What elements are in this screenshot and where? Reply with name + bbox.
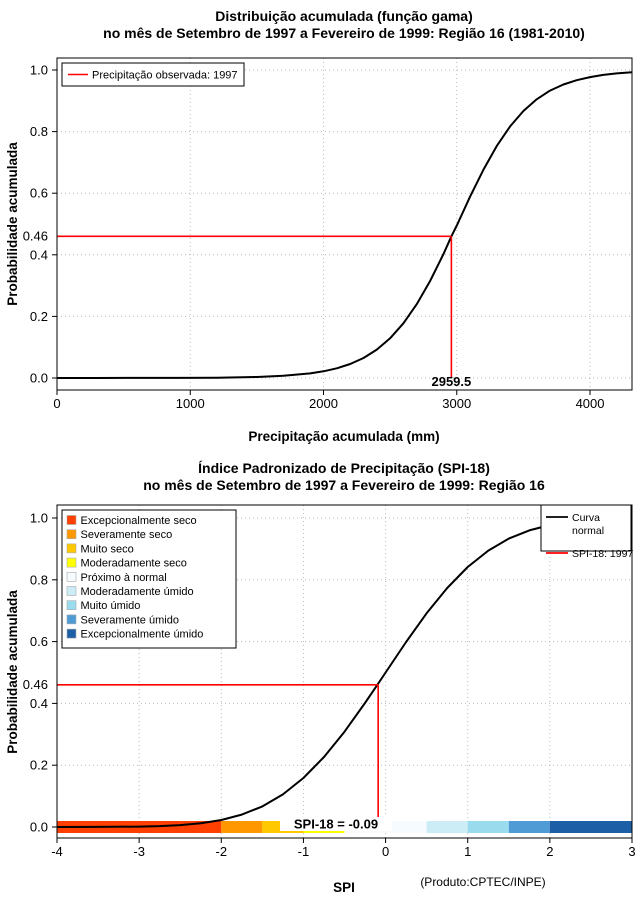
spi-value-annotation: SPI-18 = -0.09: [294, 817, 378, 832]
category-color-swatch: [66, 628, 77, 639]
category-color-swatch: [66, 557, 77, 568]
spi-chart-subtitle: no mês de Setembro de 1997 a Fevereiro d…: [143, 477, 545, 493]
reference-lines: 0.46 2959.5: [23, 228, 472, 389]
y-tick-label: 0.0: [30, 371, 48, 386]
y-tick-label: 0.6: [30, 634, 48, 649]
category-color-swatch: [66, 572, 77, 582]
annotation-backdrop: [280, 817, 392, 831]
x-axis: -4 -3 -2 -1 0 1 2 3: [51, 838, 636, 859]
category-label: Excepcionalmente seco: [81, 515, 197, 527]
colorbar-segment: [426, 821, 468, 833]
reference-probability-label: 0.46: [23, 677, 48, 692]
gamma-distribution-chart: 0.46 2959.5 0 1000 2000 3000 4000 0.0 0.2 0.4 0.6 0…: [5, 8, 633, 444]
x-axis: 0 1000 2000 3000 4000: [53, 390, 604, 411]
category-label: Excepcionalmente úmido: [81, 629, 204, 641]
spi-x-axis-label: SPI: [333, 880, 355, 895]
gamma-chart-title: Distribuição acumulada (função gama): [215, 8, 473, 24]
colorbar-segment: [467, 821, 509, 833]
plot1-cdf-curve-0: [56, 517, 633, 828]
x-tick-label: -3: [133, 844, 145, 859]
plot-border: [56, 57, 633, 391]
observed-legend: Precipitação observada: 1997: [61, 62, 245, 87]
y-tick-label: 0.4: [30, 247, 48, 262]
x-tick-label: -1: [298, 844, 310, 859]
legend-label: SPI-18: 1997: [572, 548, 633, 560]
x-tick-label: -2: [216, 844, 228, 859]
category-label: Severamente úmido: [81, 614, 179, 626]
category-label: Moderadamente seco: [81, 558, 187, 570]
category-color-swatch: [66, 543, 77, 554]
spi-chart-title: Índice Padronizado de Precipitação (SPI-…: [198, 460, 490, 476]
y-axis: 0.0 0.2 0.4 0.6 0.8 1.0: [30, 63, 57, 386]
colorbar-segment: [508, 821, 550, 833]
legend-label: normal: [572, 525, 604, 537]
y-tick-label: 0.2: [30, 309, 48, 324]
x-tick-label: 0: [382, 844, 389, 859]
spi-category-legend: Excepcionalmente seco Severamente seco Mui…: [61, 509, 237, 649]
gamma-x-axis-label: Precipitação acumulada (mm): [248, 429, 439, 444]
spi-chart: 0.46 SPI-18 = -0.09 -4 -3 -2 -1 0 1 2 3 0.0 0.2 0.4 0…: [0, 455, 640, 900]
x-tick-label: 4000: [576, 396, 605, 411]
gamma-chart-subtitle: no mês de Setembro de 1997 a Fevereiro d…: [103, 25, 585, 41]
product-credit: (Produto:CPTEC/INPE): [420, 875, 545, 889]
reference-precipitation-label: 2959.5: [431, 374, 471, 389]
legend-label: Precipitação observada: 1997: [92, 69, 238, 81]
x-tick-label: 3000: [442, 396, 471, 411]
category-color-swatch: [66, 515, 77, 525]
x-tick-label: 3: [628, 844, 635, 859]
colorbar-segment: [221, 821, 263, 833]
category-label: Muito seco: [81, 543, 134, 555]
y-tick-label: 0.2: [30, 758, 48, 773]
reference-probability-label: 0.46: [23, 228, 48, 243]
legend-label: Curva: [572, 512, 600, 524]
x-tick-label: -4: [51, 844, 63, 859]
colorbar-segment: [549, 821, 632, 833]
category-label: Muito úmido: [81, 600, 141, 612]
category-label: Próximo à normal: [81, 572, 167, 584]
gamma-y-axis-label: Probabilidade acumulada: [5, 142, 20, 306]
y-tick-label: 0.8: [30, 124, 48, 139]
plot0-cdf-curve-0: [57, 71, 633, 379]
category-color-swatch: [66, 614, 77, 625]
grid-lines: [56, 58, 632, 390]
x-tick-label: 1000: [176, 396, 205, 411]
y-axis: 0.0 0.2 0.4 0.6 0.8 1.0: [30, 511, 57, 835]
category-label: Moderadamente úmido: [81, 586, 194, 598]
reference-lines: 0.46: [23, 677, 379, 827]
x-tick-label: 0: [53, 396, 60, 411]
category-label: Severamente seco: [81, 529, 173, 541]
category-color-swatch: [66, 529, 77, 539]
y-tick-label: 1.0: [30, 511, 48, 526]
x-tick-label: 1: [464, 844, 471, 859]
y-tick-label: 1.0: [30, 63, 48, 78]
x-tick-label: 2: [546, 844, 553, 859]
y-tick-label: 0.4: [30, 696, 48, 711]
y-tick-label: 0.8: [30, 572, 48, 587]
category-color-swatch: [66, 586, 77, 596]
x-tick-label: 2000: [309, 396, 338, 411]
plot-border: [56, 504, 633, 839]
category-color-swatch: [66, 600, 77, 610]
y-tick-label: 0.0: [30, 820, 48, 835]
y-tick-label: 0.6: [30, 186, 48, 201]
spi-y-axis-label: Probabilidade acumulada: [5, 590, 20, 754]
